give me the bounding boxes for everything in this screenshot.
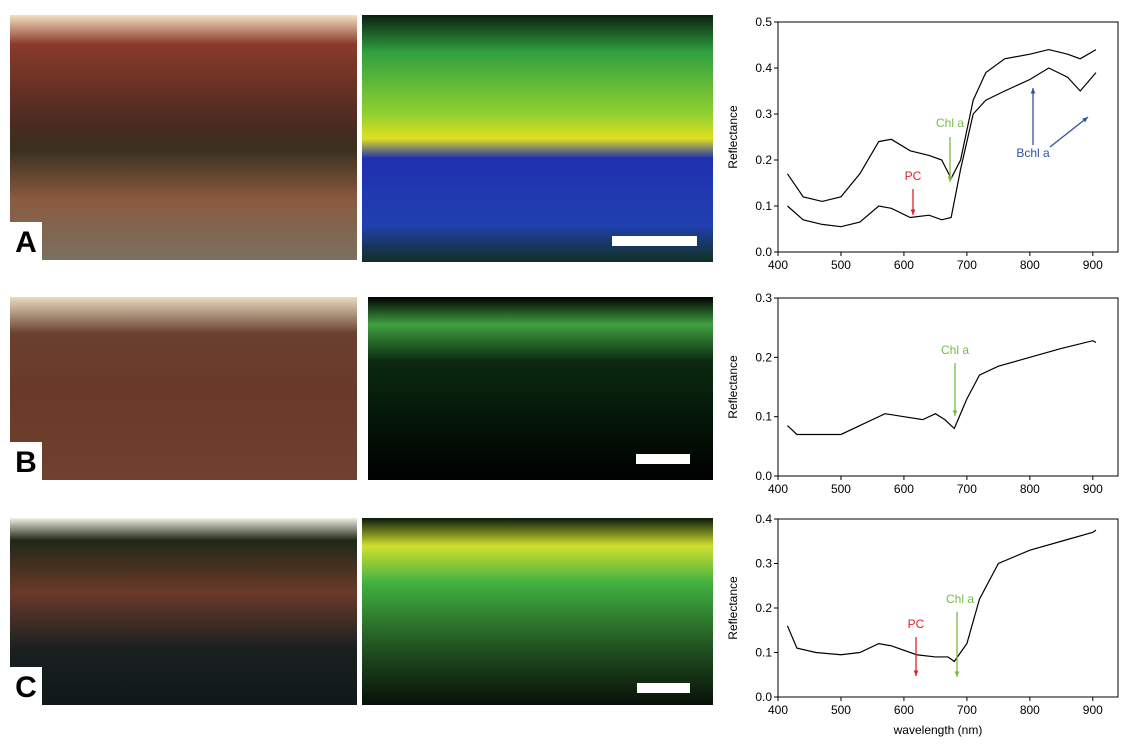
x-tick-label: 400 bbox=[768, 258, 788, 272]
y-tick-label: 0.3 bbox=[755, 557, 772, 571]
fluorescence-image bbox=[362, 15, 713, 262]
y-axis-label: Reflectance bbox=[726, 355, 740, 419]
annotation-arrow bbox=[1050, 117, 1088, 147]
y-tick-label: 0.5 bbox=[755, 15, 772, 29]
x-tick-label: 900 bbox=[1083, 258, 1103, 272]
y-tick-label: 0.3 bbox=[755, 291, 772, 305]
photo bbox=[10, 518, 357, 705]
x-tick-label: 700 bbox=[957, 703, 977, 717]
arrow-head bbox=[1031, 88, 1036, 94]
x-axis-label: wavelength (nm) bbox=[893, 723, 983, 737]
x-tick-label: 800 bbox=[1020, 258, 1040, 272]
x-tick-label: 900 bbox=[1083, 482, 1103, 496]
x-tick-label: 600 bbox=[894, 703, 914, 717]
y-axis-label: Reflectance bbox=[726, 576, 740, 640]
y-tick-label: 0.2 bbox=[755, 601, 772, 615]
annotation: Bchl a bbox=[1016, 146, 1050, 160]
panel-label: C bbox=[15, 671, 37, 704]
panel-label: A bbox=[15, 226, 37, 259]
x-tick-label: 600 bbox=[894, 258, 914, 272]
y-tick-label: 0.0 bbox=[755, 690, 772, 704]
figure: A B C 0.0 0.1 0.2 0.3 0.4 0.5 400 500 600 700 800 9… bbox=[0, 0, 1121, 740]
annotation: PC bbox=[908, 617, 925, 631]
scale-bar bbox=[612, 236, 697, 246]
arrow-head bbox=[948, 176, 953, 182]
photo bbox=[10, 297, 357, 480]
annotation: Chl a bbox=[936, 116, 964, 130]
x-tick-label: 900 bbox=[1083, 703, 1103, 717]
y-tick-label: 0.4 bbox=[755, 61, 772, 75]
x-tick-label: 700 bbox=[957, 258, 977, 272]
arrow-head bbox=[911, 209, 916, 215]
fluorescence-image bbox=[368, 297, 713, 480]
photo bbox=[10, 15, 357, 260]
annotation: Chl a bbox=[941, 343, 969, 357]
y-tick-label: 0.1 bbox=[755, 646, 772, 660]
y-tick-label: 0.1 bbox=[755, 410, 772, 424]
x-tick-label: 500 bbox=[831, 258, 851, 272]
x-tick-label: 600 bbox=[894, 482, 914, 496]
x-tick-label: 500 bbox=[831, 482, 851, 496]
y-axis-label: Reflectance bbox=[726, 105, 740, 169]
panel-label: B bbox=[15, 446, 37, 479]
x-tick-label: 400 bbox=[768, 482, 788, 496]
annotation: PC bbox=[905, 169, 922, 183]
x-tick-label: 800 bbox=[1020, 482, 1040, 496]
y-tick-label: 0.0 bbox=[755, 469, 772, 483]
y-tick-label: 0.3 bbox=[755, 107, 772, 121]
arrow-head bbox=[955, 671, 960, 677]
arrow-head bbox=[914, 670, 919, 676]
scale-bar bbox=[637, 683, 690, 693]
y-tick-label: 0.2 bbox=[755, 350, 772, 364]
x-tick-label: 400 bbox=[768, 703, 788, 717]
fluorescence-image bbox=[362, 518, 713, 705]
scale-bar bbox=[636, 454, 690, 464]
y-tick-label: 0.1 bbox=[755, 199, 772, 213]
arrow-head bbox=[953, 410, 958, 416]
line bbox=[787, 530, 1096, 661]
x-tick-label: 500 bbox=[831, 703, 851, 717]
plot-frame bbox=[778, 298, 1118, 476]
y-tick-label: 0.2 bbox=[755, 153, 772, 167]
x-tick-label: 800 bbox=[1020, 703, 1040, 717]
plot-frame bbox=[778, 519, 1118, 697]
plot-frame bbox=[778, 22, 1118, 252]
y-tick-label: 0.4 bbox=[755, 512, 772, 526]
annotation: Chl a bbox=[946, 592, 974, 606]
y-tick-label: 0.0 bbox=[755, 245, 772, 259]
x-tick-label: 700 bbox=[957, 482, 977, 496]
